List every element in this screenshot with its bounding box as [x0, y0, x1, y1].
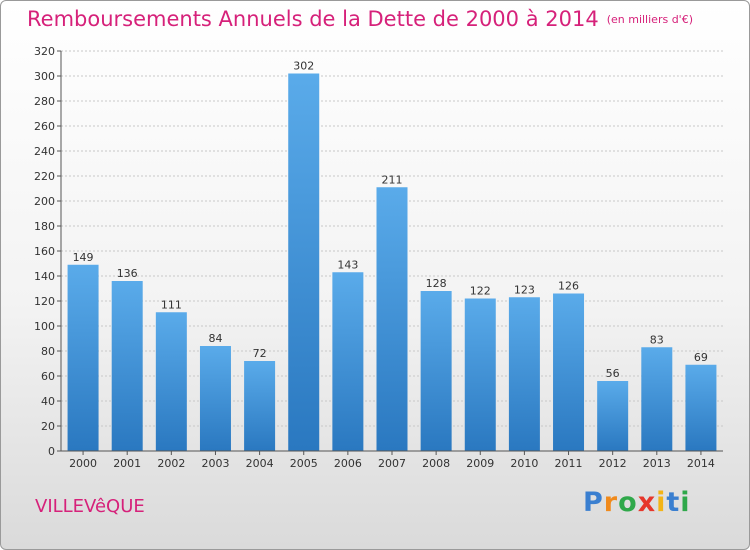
bar-2012	[597, 381, 629, 451]
bar-2013	[641, 347, 673, 451]
bar-2001	[111, 281, 143, 451]
chart-title: Remboursements Annuels de la Dette de 20…	[27, 7, 693, 31]
y-tick-label: 280	[34, 95, 55, 108]
title-text: Remboursements Annuels de la Dette de 20…	[27, 7, 599, 31]
x-tick-label: 2001	[113, 457, 141, 470]
y-tick-label: 60	[41, 370, 55, 383]
x-tick-label: 2008	[422, 457, 450, 470]
y-tick-label: 220	[34, 170, 55, 183]
bar-value-label: 143	[337, 258, 358, 271]
bar-2003	[199, 346, 231, 451]
y-tick-label: 40	[41, 395, 55, 408]
bar-2011	[553, 293, 585, 451]
logo-letter: P	[583, 487, 604, 518]
bar-value-label: 149	[73, 251, 94, 264]
y-tick-label: 200	[34, 195, 55, 208]
x-tick-label: 2009	[466, 457, 494, 470]
y-tick-label: 120	[34, 295, 55, 308]
x-tick-label: 2013	[643, 457, 671, 470]
bar-value-label: 128	[426, 277, 447, 290]
x-tick-label: 2011	[555, 457, 583, 470]
bar-value-label: 83	[650, 333, 664, 346]
y-tick-label: 140	[34, 270, 55, 283]
bar-2000	[67, 264, 99, 451]
x-tick-label: 2000	[69, 457, 97, 470]
bar-2010	[508, 297, 540, 451]
x-tick-label: 2010	[510, 457, 538, 470]
proxiti-logo: Proxiti	[583, 487, 691, 518]
logo-letter: i	[680, 487, 691, 518]
x-tick-label: 2007	[378, 457, 406, 470]
y-tick-label: 160	[34, 245, 55, 258]
bar-2002	[155, 312, 187, 451]
logo-letter: x	[637, 487, 657, 518]
x-tick-label: 2006	[334, 457, 362, 470]
y-tick-label: 100	[34, 320, 55, 333]
unit-subtitle: (en milliers d'€)	[606, 13, 693, 26]
bar-2005	[288, 73, 320, 451]
x-axis: 2000 2001 2002 2003 2004 2005 2006 2007 2008 2009…	[61, 450, 723, 470]
y-tick-label: 80	[41, 345, 55, 358]
logo-letter: i	[656, 487, 667, 518]
logo-letter: r	[603, 487, 619, 518]
logo-letter: o	[618, 487, 638, 518]
bar-2004	[244, 361, 276, 451]
bar-value-label: 69	[694, 351, 708, 364]
bar-2014	[685, 364, 717, 451]
logo-letter: t	[666, 487, 681, 518]
bar-2009	[464, 298, 496, 451]
y-axis: 0 20 40 60 80 100 120 140 160 180 200 220 240 260 280 3…	[34, 45, 62, 458]
y-tick-label: 240	[34, 145, 55, 158]
bar-value-label: 111	[161, 298, 182, 311]
x-tick-label: 2005	[290, 457, 318, 470]
bar-value-label: 302	[293, 60, 314, 73]
y-tick-label: 320	[34, 45, 55, 58]
commune-name: VILLEVêQUE	[35, 496, 145, 517]
bar-value-label: 211	[382, 173, 403, 186]
y-tick-label: 300	[34, 70, 55, 83]
bar-value-label: 84	[208, 332, 222, 345]
x-tick-label: 2012	[599, 457, 627, 470]
y-tick-label: 0	[48, 445, 55, 458]
bar-2008	[420, 291, 452, 451]
bar-value-label: 123	[514, 283, 535, 296]
x-tick-label: 2014	[687, 457, 715, 470]
y-tick-label: 20	[41, 420, 55, 433]
y-tick-label: 260	[34, 120, 55, 133]
bar-value-label: 56	[606, 367, 620, 380]
bars: 149 136 111 84 72 302 143 211 128 122 123 126 56 83 69	[67, 60, 717, 451]
y-tick-label: 180	[34, 220, 55, 233]
x-tick-label: 2002	[157, 457, 185, 470]
bar-value-label: 72	[253, 347, 267, 360]
x-tick-label: 2004	[246, 457, 274, 470]
bar-2006	[332, 272, 364, 451]
bar-value-label: 136	[117, 267, 138, 280]
bar-value-label: 122	[470, 285, 491, 298]
bar-2007	[376, 187, 408, 451]
x-tick-label: 2003	[201, 457, 229, 470]
bar-value-label: 126	[558, 280, 579, 293]
